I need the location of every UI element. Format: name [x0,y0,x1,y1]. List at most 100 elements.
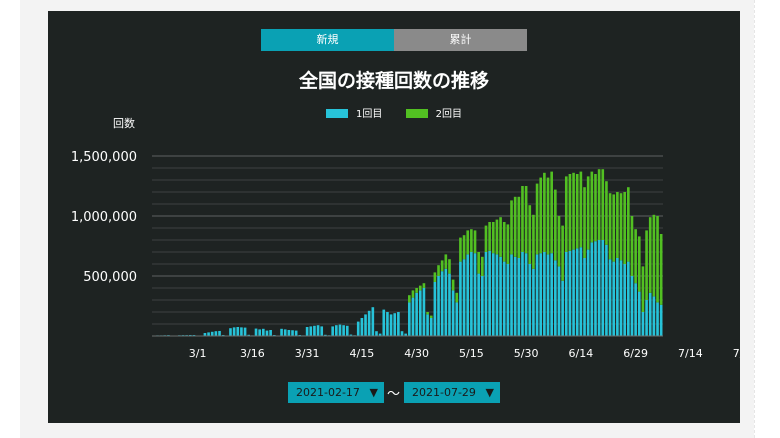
bar-dose1[interactable] [426,314,429,336]
bar-dose1[interactable] [579,247,583,336]
bar-dose1[interactable] [335,325,338,336]
bar-dose1[interactable] [422,288,426,336]
bar-dose2[interactable] [473,230,477,254]
bar-dose1[interactable] [605,244,608,336]
bar-dose1[interactable] [532,268,535,336]
bar-dose2[interactable] [619,193,623,261]
bar-dose1[interactable] [305,327,309,336]
bar-dose1[interactable] [481,276,484,336]
bar-dose2[interactable] [521,186,524,252]
bar-dose2[interactable] [408,295,411,303]
bar-dose1[interactable] [470,252,473,336]
bar-dose1[interactable] [397,312,400,336]
bar-dose1[interactable] [645,300,648,336]
bar-dose2[interactable] [466,230,470,255]
bar-dose2[interactable] [601,169,605,240]
bar-dose2[interactable] [517,196,521,258]
bar-dose1[interactable] [656,302,659,336]
bar-dose2[interactable] [564,176,568,252]
bar-dose2[interactable] [429,315,433,318]
bar-dose1[interactable] [240,327,243,336]
bar-dose1[interactable] [232,327,236,336]
bar-dose2[interactable] [433,272,437,282]
bar-dose2[interactable] [572,172,575,250]
bar-dose1[interactable] [338,324,342,336]
bar-dose2[interactable] [554,189,557,261]
bar-dose1[interactable] [345,325,349,336]
bar-dose1[interactable] [291,330,294,336]
bar-dose1[interactable] [418,290,422,336]
bar-dose1[interactable] [561,280,564,336]
bar-dose1[interactable] [455,302,459,336]
bar-dose2[interactable] [561,225,564,281]
bar-dose1[interactable] [554,260,557,336]
bar-dose2[interactable] [630,216,634,276]
bar-dose1[interactable] [265,330,269,336]
bar-dose1[interactable] [575,248,579,336]
bar-dose2[interactable] [437,265,440,276]
bar-dose1[interactable] [400,331,404,336]
bar-dose1[interactable] [360,318,364,336]
bar-dose2[interactable] [645,230,648,300]
bar-dose1[interactable] [619,260,623,336]
bar-dose1[interactable] [236,327,240,336]
bar-dose1[interactable] [510,254,513,336]
bar-dose2[interactable] [590,171,594,243]
date-from-select[interactable]: 2021-02-17 ▼ [288,382,384,403]
bar-dose1[interactable] [408,302,411,336]
bar-dose1[interactable] [495,254,499,336]
bar-dose1[interactable] [597,240,601,336]
bar-dose2[interactable] [605,181,608,245]
bar-dose1[interactable] [451,290,455,336]
bar-dose1[interactable] [386,312,389,336]
bar-dose1[interactable] [429,318,433,336]
tab-new[interactable]: 新規 [261,29,394,51]
bar-dose2[interactable] [543,172,546,252]
bar-dose2[interactable] [484,225,488,252]
bar-dose2[interactable] [411,290,415,298]
bar-dose1[interactable] [229,328,232,336]
bar-dose1[interactable] [637,291,641,336]
bar-dose2[interactable] [550,171,553,254]
bar-dose1[interactable] [258,329,261,336]
bar-dose1[interactable] [583,258,586,336]
bar-dose1[interactable] [466,254,470,336]
bar-dose1[interactable] [331,326,334,336]
bar-dose1[interactable] [448,273,451,336]
bar-dose1[interactable] [462,259,466,336]
bar-dose2[interactable] [524,186,528,254]
bar-dose1[interactable] [543,252,546,336]
bar-dose1[interactable] [313,325,316,336]
bar-dose1[interactable] [641,312,645,336]
bar-dose2[interactable] [459,237,462,262]
bar-dose1[interactable] [546,254,550,336]
bar-dose1[interactable] [389,314,393,336]
bar-dose1[interactable] [247,334,251,336]
bar-dose2[interactable] [579,171,583,248]
bar-dose2[interactable] [575,174,579,249]
bar-dose2[interactable] [586,176,590,250]
bar-dose1[interactable] [364,314,367,336]
bar-dose1[interactable] [375,331,378,336]
bar-dose2[interactable] [583,187,586,258]
bar-dose2[interactable] [637,236,641,292]
bar-dose1[interactable] [294,330,298,336]
bar-dose1[interactable] [535,254,539,336]
bar-dose2[interactable] [612,194,616,262]
bar-dose2[interactable] [623,192,626,264]
bar-dose2[interactable] [426,312,429,315]
bar-dose1[interactable] [616,258,619,336]
bar-dose2[interactable] [659,234,663,305]
bar-dose1[interactable] [601,240,605,336]
bar-dose1[interactable] [623,264,626,336]
bar-dose2[interactable] [415,288,418,293]
bar-dose2[interactable] [627,187,630,262]
bar-dose2[interactable] [495,219,499,255]
bar-dose2[interactable] [451,279,455,291]
bar-dose2[interactable] [641,266,645,312]
bar-dose2[interactable] [597,169,601,240]
bar-dose1[interactable] [550,253,553,336]
bar-dose2[interactable] [462,235,466,260]
bar-dose2[interactable] [528,205,532,264]
bar-dose2[interactable] [477,252,480,274]
